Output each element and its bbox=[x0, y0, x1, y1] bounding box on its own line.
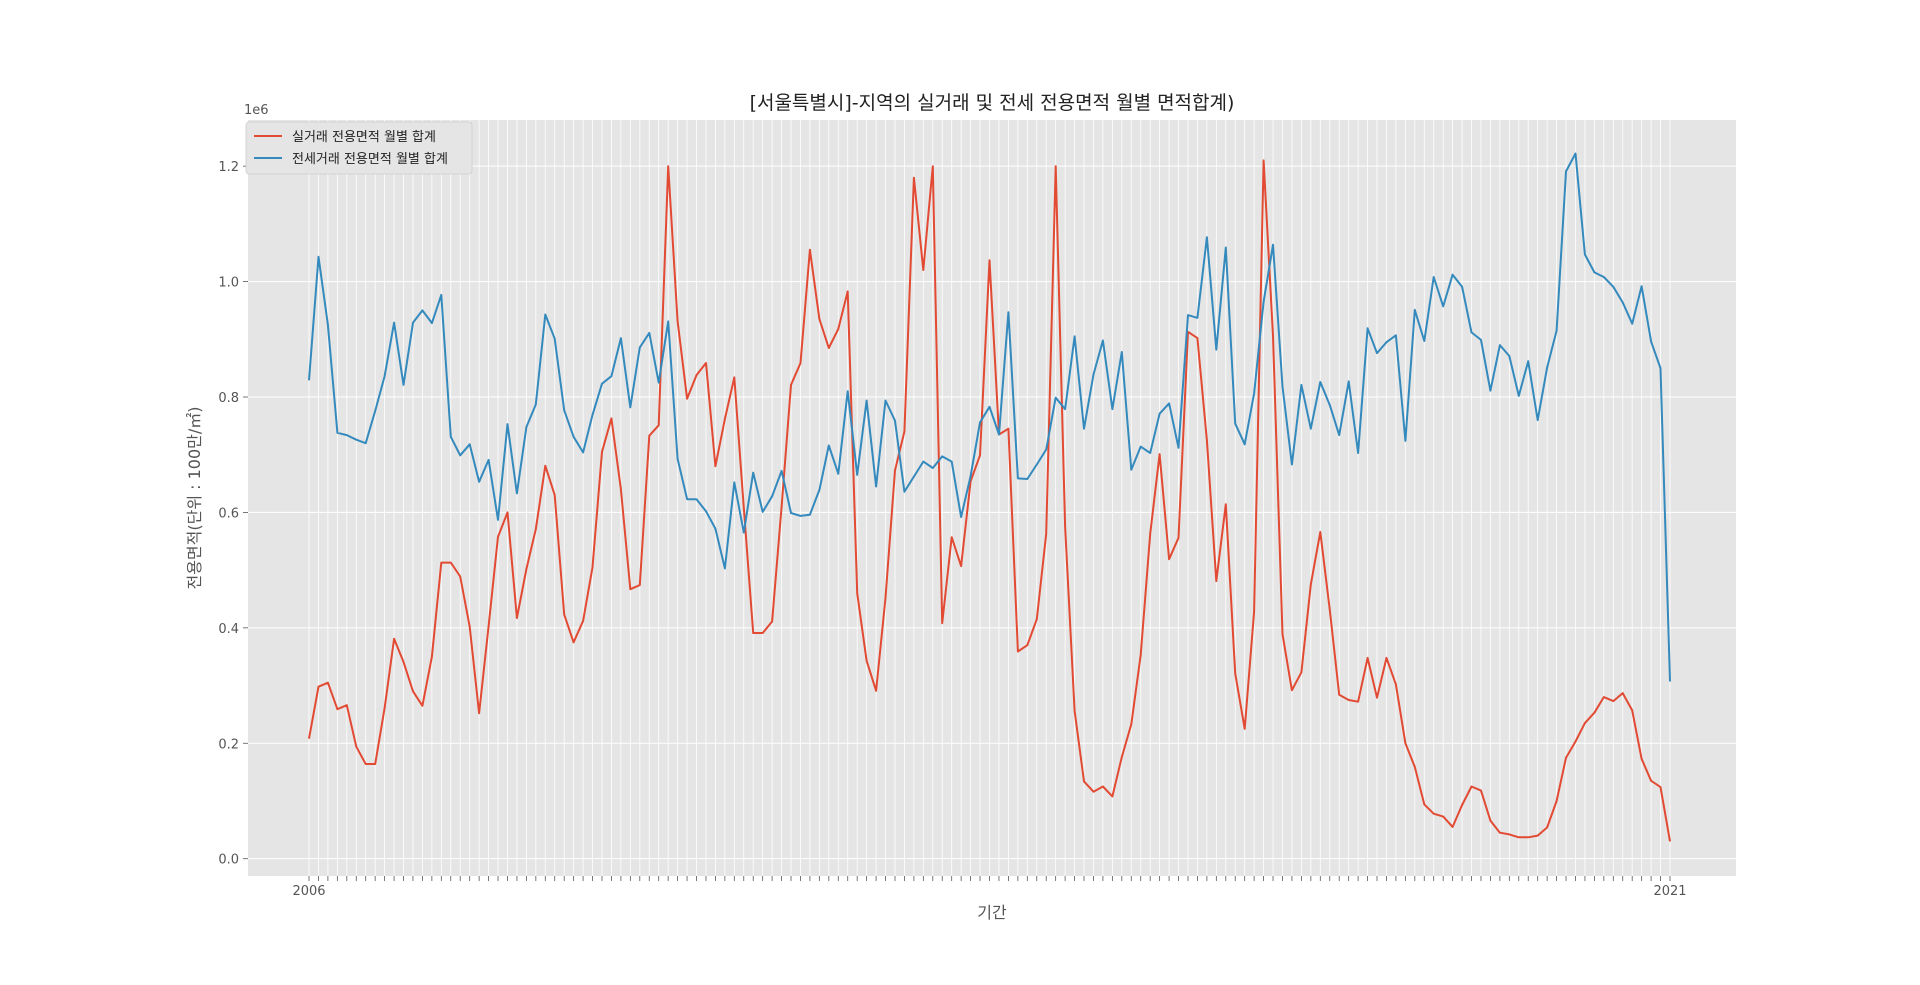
plot-background bbox=[248, 120, 1736, 876]
legend: 실거래 전용면적 월별 합계 전세거래 전용면적 월별 합계 bbox=[245, 121, 473, 175]
legend-box bbox=[245, 121, 473, 175]
y-tick-label: 1.0 bbox=[218, 276, 239, 291]
y-tick-label: 0.4 bbox=[218, 622, 239, 637]
legend-label-series-2: 전세거래 전용면적 월별 합계 bbox=[292, 152, 448, 167]
axes: 0.0 0.2 0.4 0.6 0.8 1.0 1.2 2006 2021 bbox=[218, 160, 1686, 899]
series-lines bbox=[308, 152, 1671, 842]
x-axis-label: 기간 bbox=[977, 903, 1007, 922]
legend-label-series-1: 실거래 전용면적 월별 합계 bbox=[292, 130, 436, 145]
x-tick-label-first: 2006 bbox=[292, 884, 325, 899]
y-scale-label: 1e6 bbox=[244, 103, 269, 118]
y-tick-label: 0.2 bbox=[218, 737, 239, 752]
x-tick-label-last: 2021 bbox=[1653, 884, 1686, 899]
series-line-1 bbox=[308, 159, 1671, 842]
y-axis-label: 전용면적(단위 : 100만/㎡) bbox=[185, 406, 204, 589]
grid bbox=[248, 120, 1736, 876]
y-tick-label: 0.0 bbox=[218, 853, 239, 868]
y-tick-label: 1.2 bbox=[218, 160, 239, 175]
chart-title: [서울특별시]-지역의 실거래 및 전세 전용면적 월별 면적합계) bbox=[750, 92, 1235, 114]
series-line-2 bbox=[308, 152, 1671, 682]
y-tick-label: 0.6 bbox=[218, 506, 239, 521]
y-tick-label: 0.8 bbox=[218, 391, 239, 406]
